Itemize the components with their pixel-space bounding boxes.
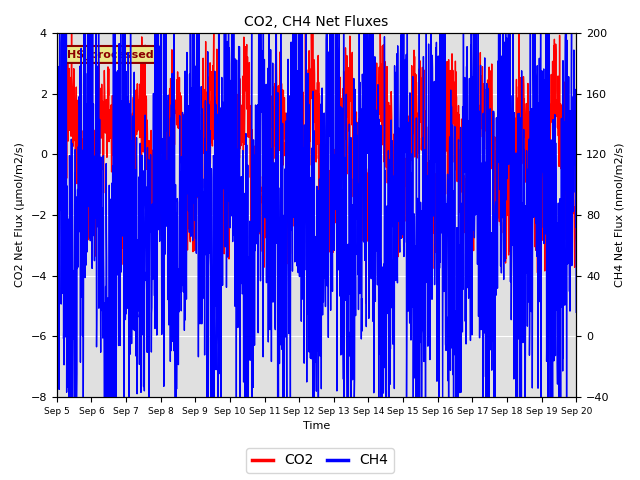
Y-axis label: CH4 Net Flux (nmol/m2/s): CH4 Net Flux (nmol/m2/s) xyxy=(615,143,625,288)
CH4 xyxy=(80,300,88,305)
CO2 xyxy=(53,200,61,206)
CH4 xyxy=(292,30,300,36)
CO2 xyxy=(68,30,76,36)
Line: CO2: CO2 xyxy=(57,33,576,303)
CH4 xyxy=(557,116,565,121)
CO2 xyxy=(558,132,566,138)
CH4 xyxy=(557,236,565,241)
CH4 xyxy=(306,219,314,225)
CO2 xyxy=(80,141,88,147)
CO2 xyxy=(362,300,370,306)
Title: CO2, CH4 Net Fluxes: CO2, CH4 Net Fluxes xyxy=(244,15,388,29)
Legend: CO2, CH4: CO2, CH4 xyxy=(246,448,394,473)
Text: HS_processed: HS_processed xyxy=(67,49,154,60)
CH4 xyxy=(572,309,580,315)
CH4 xyxy=(53,30,61,36)
CO2 xyxy=(292,218,300,224)
CO2 xyxy=(306,162,314,168)
CO2 xyxy=(463,167,470,172)
Y-axis label: CO2 Net Flux (μmol/m2/s): CO2 Net Flux (μmol/m2/s) xyxy=(15,143,25,288)
CH4 xyxy=(462,341,470,347)
CO2 xyxy=(557,113,565,119)
CH4 xyxy=(65,394,73,400)
X-axis label: Time: Time xyxy=(303,421,330,432)
Line: CH4: CH4 xyxy=(57,33,576,397)
CO2 xyxy=(572,180,580,186)
